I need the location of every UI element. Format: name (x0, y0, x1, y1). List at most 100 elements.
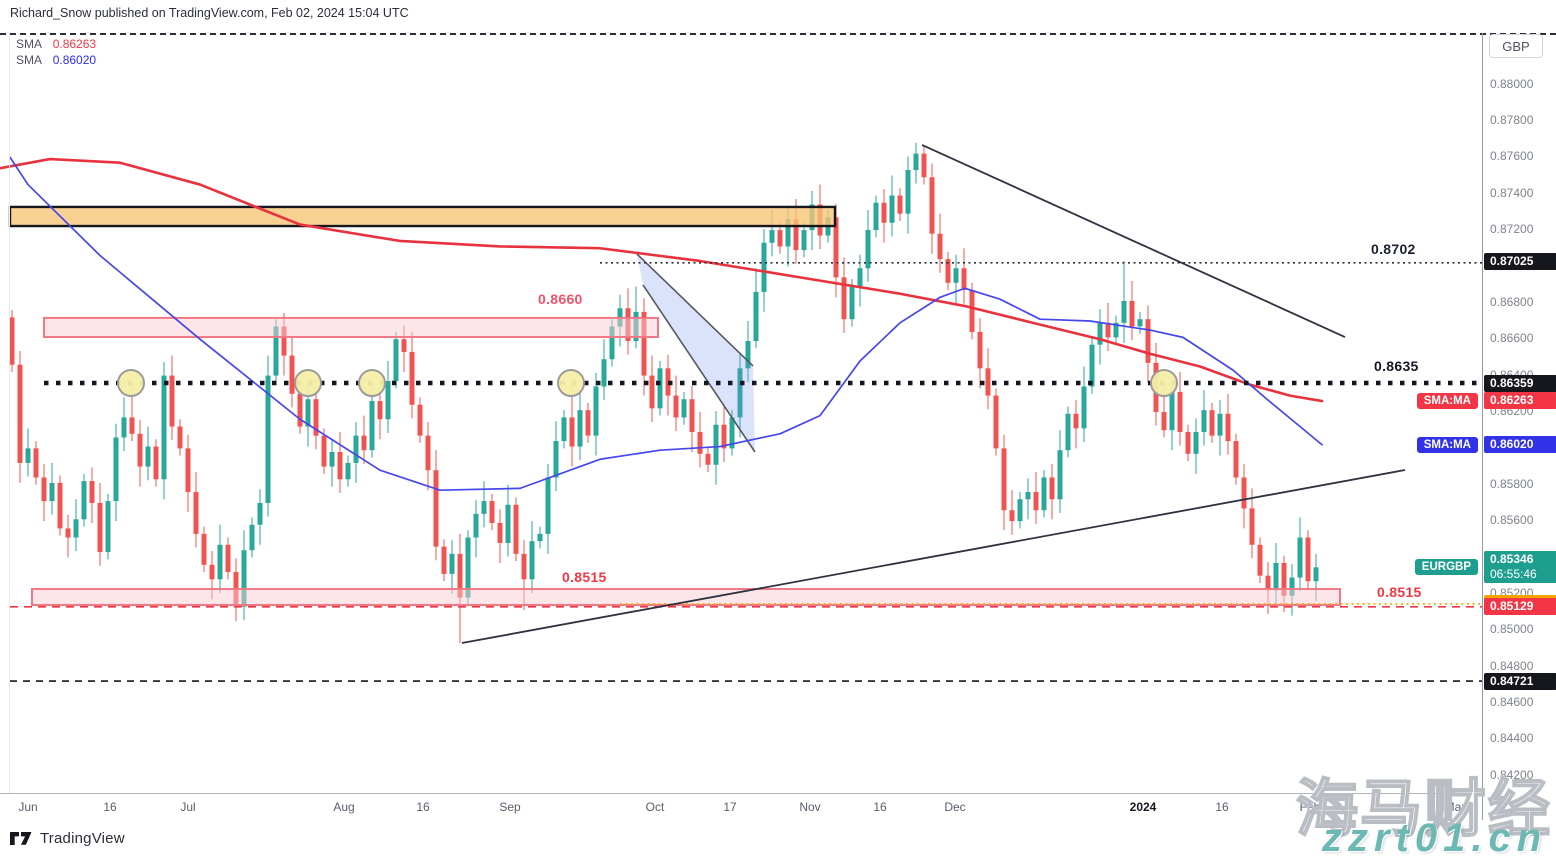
candle-body (977, 331, 983, 369)
candle-body (57, 482, 63, 529)
candle-body (217, 544, 223, 580)
tradingview-footer-link[interactable]: TradingView (10, 830, 125, 847)
candle-body (649, 375, 655, 409)
currency-toggle-button[interactable]: GBP (1489, 34, 1543, 58)
candle-body (577, 410, 583, 447)
candle-body (1177, 391, 1183, 432)
sma-red-legend[interactable]: SMA 0.86263 (16, 36, 96, 52)
sma-blue-legend[interactable]: SMA 0.86020 (16, 52, 96, 68)
price-tick: 0.85600 (1490, 513, 1534, 528)
candle-body (329, 451, 335, 467)
axis-label-level-86359: 0.86359 (1484, 374, 1556, 392)
drawn-level-text-0.8702: 0.8702 (1371, 241, 1416, 257)
candle-body (345, 462, 351, 480)
price-tick: 0.84400 (1490, 731, 1534, 746)
candle-body (1033, 492, 1039, 511)
attribution-text: Richard_Snow published on TradingView.co… (10, 6, 409, 20)
price-tick: 0.85800 (1490, 476, 1534, 491)
candle-body (497, 522, 503, 543)
candle-body (25, 448, 31, 463)
candle-body (673, 395, 679, 418)
candle-body (1289, 577, 1295, 596)
price-tick: 0.84200 (1490, 767, 1534, 782)
candle-body (737, 368, 743, 418)
candle-body (905, 170, 911, 214)
axis-label-sma-red-value: 0.86263 (1484, 392, 1556, 409)
candle-body (721, 424, 727, 449)
price-tick: 0.86800 (1490, 294, 1534, 309)
candle-body (457, 553, 463, 598)
candle-body (1161, 411, 1167, 431)
price-tick: 0.87400 (1490, 185, 1534, 200)
candle-body (113, 437, 119, 502)
tradingview-logo-icon (10, 832, 32, 845)
candle-body (745, 341, 751, 369)
candle-body (1017, 499, 1023, 522)
price-axis-separator[interactable] (1482, 33, 1483, 820)
time-tick-Jul: Jul (180, 800, 196, 814)
time-tick-16: 16 (103, 800, 117, 814)
candle-body (1097, 322, 1103, 345)
candle-body (1241, 477, 1247, 509)
candle-body (17, 364, 23, 463)
candle-body (1217, 413, 1223, 436)
candle-body (833, 217, 839, 278)
candle-body (545, 477, 551, 534)
time-tick-2024: 2024 (1129, 800, 1157, 814)
time-tick-Aug: Aug (333, 800, 355, 814)
candle-body (193, 492, 199, 534)
watermark-url-text: zzrt01.cn (1322, 816, 1548, 857)
candle-body (521, 553, 527, 580)
candle-body (841, 277, 847, 320)
candle-body (249, 524, 255, 551)
supply-zone-0866 (43, 316, 659, 339)
candle-body (305, 399, 311, 427)
sma-red-label: SMA (16, 37, 42, 51)
candle-body (849, 286, 855, 320)
candle-body (1049, 477, 1055, 500)
top-dashed-line (0, 33, 1556, 35)
axis-label-last-price: 0.85346 06:55:46 (1484, 551, 1556, 584)
circle-marker (1150, 369, 1178, 398)
support-zone-0851 (31, 587, 1341, 607)
candle-body (753, 291, 759, 342)
candle-body (393, 339, 399, 382)
candle-body (553, 441, 559, 478)
price-tick: 0.84800 (1490, 658, 1534, 673)
candle-body (49, 482, 55, 502)
circle-marker (557, 369, 585, 398)
candle-body (481, 501, 487, 514)
candle-body (33, 448, 39, 478)
candle-body (337, 451, 343, 480)
price-tick: 0.87600 (1490, 149, 1534, 164)
candle-body (289, 355, 295, 394)
time-tick-16: 16 (1215, 800, 1229, 814)
candle-body (9, 317, 15, 365)
candle-body (801, 230, 807, 251)
sma-blue-pill: SMA:MA (1416, 436, 1478, 453)
candle-body (225, 544, 231, 573)
candle-body (161, 375, 167, 480)
drawn-level-text-0.8515-left: 0.8515 (562, 569, 607, 585)
symbol-pill: EURGBP (1414, 559, 1478, 576)
candle-body (177, 426, 183, 449)
candle-body (1169, 391, 1175, 431)
candle-body (65, 528, 71, 538)
time-tick-16: 16 (416, 800, 430, 814)
candle-body (489, 501, 495, 523)
candle-body (505, 504, 511, 543)
price-tick: 0.84600 (1490, 695, 1534, 710)
candle-body (1233, 441, 1239, 478)
axis-label-sma-blue-value: 0.86020 (1484, 436, 1556, 454)
tradingview-wordmark: TradingView (40, 830, 125, 847)
candle-body (881, 202, 887, 223)
candle-body (1265, 575, 1271, 591)
candle-body (1257, 544, 1263, 576)
circle-marker (117, 369, 145, 398)
time-tick-16: 16 (873, 800, 887, 814)
candle-body (153, 446, 159, 480)
sma-blue-value-text: 0.86020 (52, 53, 97, 67)
candle-body (897, 195, 903, 214)
candle-body (569, 417, 575, 447)
